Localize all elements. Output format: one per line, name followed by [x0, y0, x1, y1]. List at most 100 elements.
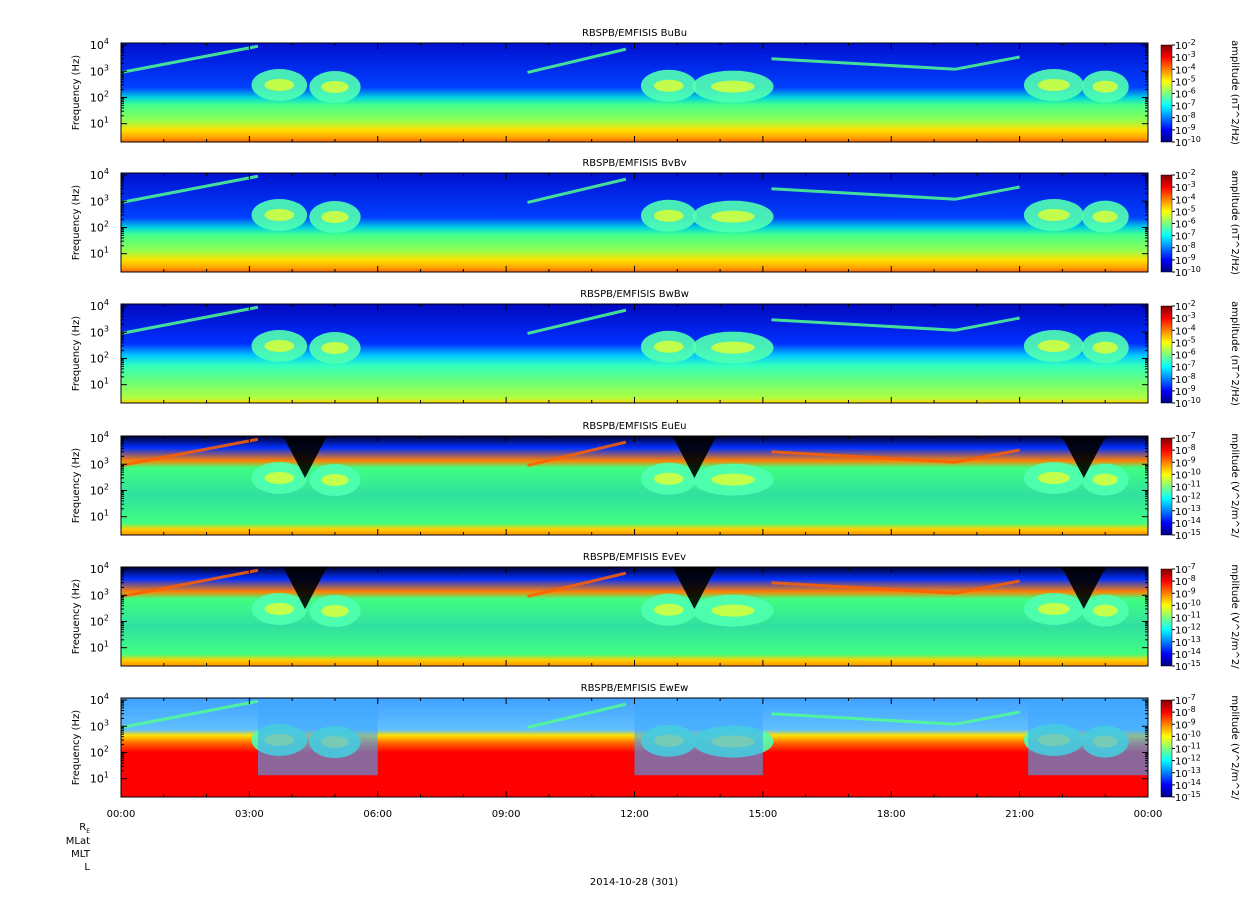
- colorbar-tick-label: 10-13: [1175, 504, 1201, 518]
- colorbar-tick-label: 10-8: [1175, 705, 1196, 719]
- colorbar-tick-label: 10-7: [1175, 360, 1196, 374]
- colorbar-tick-label: 10-4: [1175, 62, 1196, 76]
- colorbar-label: amplitude (nT^2/Hz): [1229, 40, 1240, 145]
- y-tick-label: 102: [90, 89, 109, 104]
- colorbar-tick-label: 10-9: [1175, 717, 1196, 731]
- y-tick-label: 103: [90, 587, 109, 602]
- colorbar-label: mplitude (V^2/m^2/: [1229, 564, 1240, 669]
- colorbar-tick-label: 10-12: [1175, 492, 1201, 506]
- colorbar-tick-label: 10-2: [1175, 38, 1196, 52]
- colorbar-tick-label: 10-9: [1175, 455, 1196, 469]
- x-tick-label: 21:00: [1005, 809, 1034, 820]
- colorbar-tick-label: 10-3: [1175, 311, 1196, 325]
- y-tick-label: 101: [90, 509, 109, 524]
- x-tick-label: 18:00: [877, 809, 906, 820]
- colorbar-tick-label: 10-11: [1175, 742, 1201, 756]
- colorbar-4: 10-710-810-910-1010-1110-1210-1310-1410-…: [1160, 431, 1240, 542]
- colorbar-tick-label: 10-15: [1175, 659, 1201, 673]
- colorbar-tick-label: 10-10: [1175, 396, 1201, 410]
- colorbar-tick-label: 10-9: [1175, 123, 1196, 137]
- y-tick-label: 101: [90, 246, 109, 261]
- y-tick-label: 101: [90, 640, 109, 655]
- colorbar-tick-label: 10-6: [1175, 348, 1196, 362]
- x-axis: 00:00 03:00 06:00 09:00 12:00 15:00 18:00 21:00…: [107, 809, 1163, 820]
- y-tick-label: 104: [90, 430, 109, 445]
- spectrogram-2: [121, 173, 1148, 272]
- x-tick-label: 00:00: [1134, 809, 1163, 820]
- y-tick-label: 103: [90, 718, 109, 733]
- colorbar-tick-label: 10-10: [1175, 598, 1201, 612]
- colorbar-label: mplitude (V^2/m^2/: [1229, 695, 1240, 800]
- y-axis-label: Frequency (Hz): [71, 55, 82, 131]
- colorbar-tick-label: 10-10: [1175, 729, 1201, 743]
- colorbar-1: 10-210-310-410-510-610-710-810-910-10 amp…: [1160, 38, 1240, 149]
- colorbar-5: 10-710-810-910-1010-1110-1210-1310-1410-…: [1160, 562, 1240, 673]
- y-tick-label: 104: [90, 167, 109, 182]
- y-tick-label: 104: [90, 37, 109, 52]
- x-tick-label: 00:00: [107, 809, 136, 820]
- panel-title: RBSPB/EMFISIS BuBu: [582, 28, 687, 39]
- ephem-label-l: L: [84, 862, 90, 873]
- panel-1: RBSPB/EMFISIS BuBu Frequency (Hz) 101 102 10…: [71, 28, 1240, 149]
- colorbar-3: 10-210-310-410-510-610-710-810-910-10 amp…: [1160, 299, 1240, 410]
- colorbar-tick-label: 10-11: [1175, 480, 1201, 494]
- colorbar-tick-label: 10-14: [1175, 516, 1201, 530]
- colorbar-tick-label: 10-12: [1175, 623, 1201, 637]
- colorbar-tick-label: 10-2: [1175, 168, 1196, 182]
- colorbar-tick-label: 10-3: [1175, 180, 1196, 194]
- colorbar-tick-label: 10-8: [1175, 372, 1196, 386]
- colorbar-tick-label: 10-7: [1175, 693, 1196, 707]
- panel-title: RBSPB/EMFISIS EwEw: [581, 683, 689, 694]
- y-tick-label: 102: [90, 219, 109, 234]
- colorbar-tick-label: 10-15: [1175, 790, 1201, 804]
- spectrogram-5: [121, 567, 1148, 666]
- colorbar-6: 10-710-810-910-1010-1110-1210-1310-1410-…: [1160, 693, 1240, 804]
- y-tick-label: 102: [90, 350, 109, 365]
- y-tick-label: 103: [90, 193, 109, 208]
- colorbar-tick-label: 10-10: [1175, 265, 1201, 279]
- colorbar-tick-label: 10-9: [1175, 253, 1196, 267]
- x-tick-label: 09:00: [492, 809, 521, 820]
- colorbar-tick-label: 10-8: [1175, 111, 1196, 125]
- y-tick-label: 101: [90, 771, 109, 786]
- panels: RBSPB/EMFISIS BuBu Frequency (Hz) 101 102 10…: [71, 28, 1240, 804]
- colorbar-tick-label: 10-8: [1175, 241, 1196, 255]
- colorbar-tick-label: 10-12: [1175, 754, 1201, 768]
- panel-5: RBSPB/EMFISIS EvEv Frequency (Hz) 101 102 10…: [71, 552, 1240, 673]
- panel-3: RBSPB/EMFISIS BwBw Frequency (Hz) 101 102 10…: [71, 289, 1240, 410]
- colorbar-tick-label: 10-7: [1175, 229, 1196, 243]
- colorbar-tick-label: 10-7: [1175, 99, 1196, 113]
- y-tick-label: 103: [90, 63, 109, 78]
- colorbar-tick-label: 10-8: [1175, 574, 1196, 588]
- y-axis-label: Frequency (Hz): [71, 579, 82, 655]
- spectrogram-3: [121, 304, 1148, 403]
- colorbar-tick-label: 10-7: [1175, 562, 1196, 576]
- colorbar-label: amplitude (nT^2/Hz): [1229, 301, 1240, 406]
- colorbar-tick-label: 10-5: [1175, 74, 1196, 88]
- colorbar-tick-label: 10-9: [1175, 586, 1196, 600]
- y-tick-label: 101: [90, 116, 109, 131]
- colorbar-tick-label: 10-14: [1175, 778, 1201, 792]
- colorbar-tick-label: 10-5: [1175, 204, 1196, 218]
- panel-4: RBSPB/EMFISIS EuEu Frequency (Hz) 101 102 10…: [71, 421, 1240, 542]
- panel-title: RBSPB/EMFISIS EuEu: [582, 421, 686, 432]
- ephem-label-re: RE: [79, 822, 90, 835]
- colorbar-tick-label: 10-10: [1175, 135, 1201, 149]
- y-tick-label: 101: [90, 377, 109, 392]
- colorbar-tick-label: 10-2: [1175, 299, 1196, 313]
- colorbar-tick-label: 10-4: [1175, 192, 1196, 206]
- y-tick-label: 104: [90, 692, 109, 707]
- panel-title: RBSPB/EMFISIS BvBv: [582, 158, 686, 169]
- colorbar-tick-label: 10-3: [1175, 50, 1196, 64]
- ephem-label-mlt: MLT: [71, 849, 91, 860]
- ephemeris-footer: RE MLat MLT L 2014-10-28 (301): [66, 822, 678, 888]
- colorbar-tick-label: 10-7: [1175, 431, 1196, 445]
- x-tick-label: 12:00: [620, 809, 649, 820]
- colorbar-tick-label: 10-4: [1175, 323, 1196, 337]
- colorbar-tick-label: 10-13: [1175, 635, 1201, 649]
- y-tick-label: 104: [90, 561, 109, 576]
- y-axis-label: Frequency (Hz): [71, 448, 82, 524]
- colorbar-tick-label: 10-8: [1175, 443, 1196, 457]
- colorbar-tick-label: 10-9: [1175, 384, 1196, 398]
